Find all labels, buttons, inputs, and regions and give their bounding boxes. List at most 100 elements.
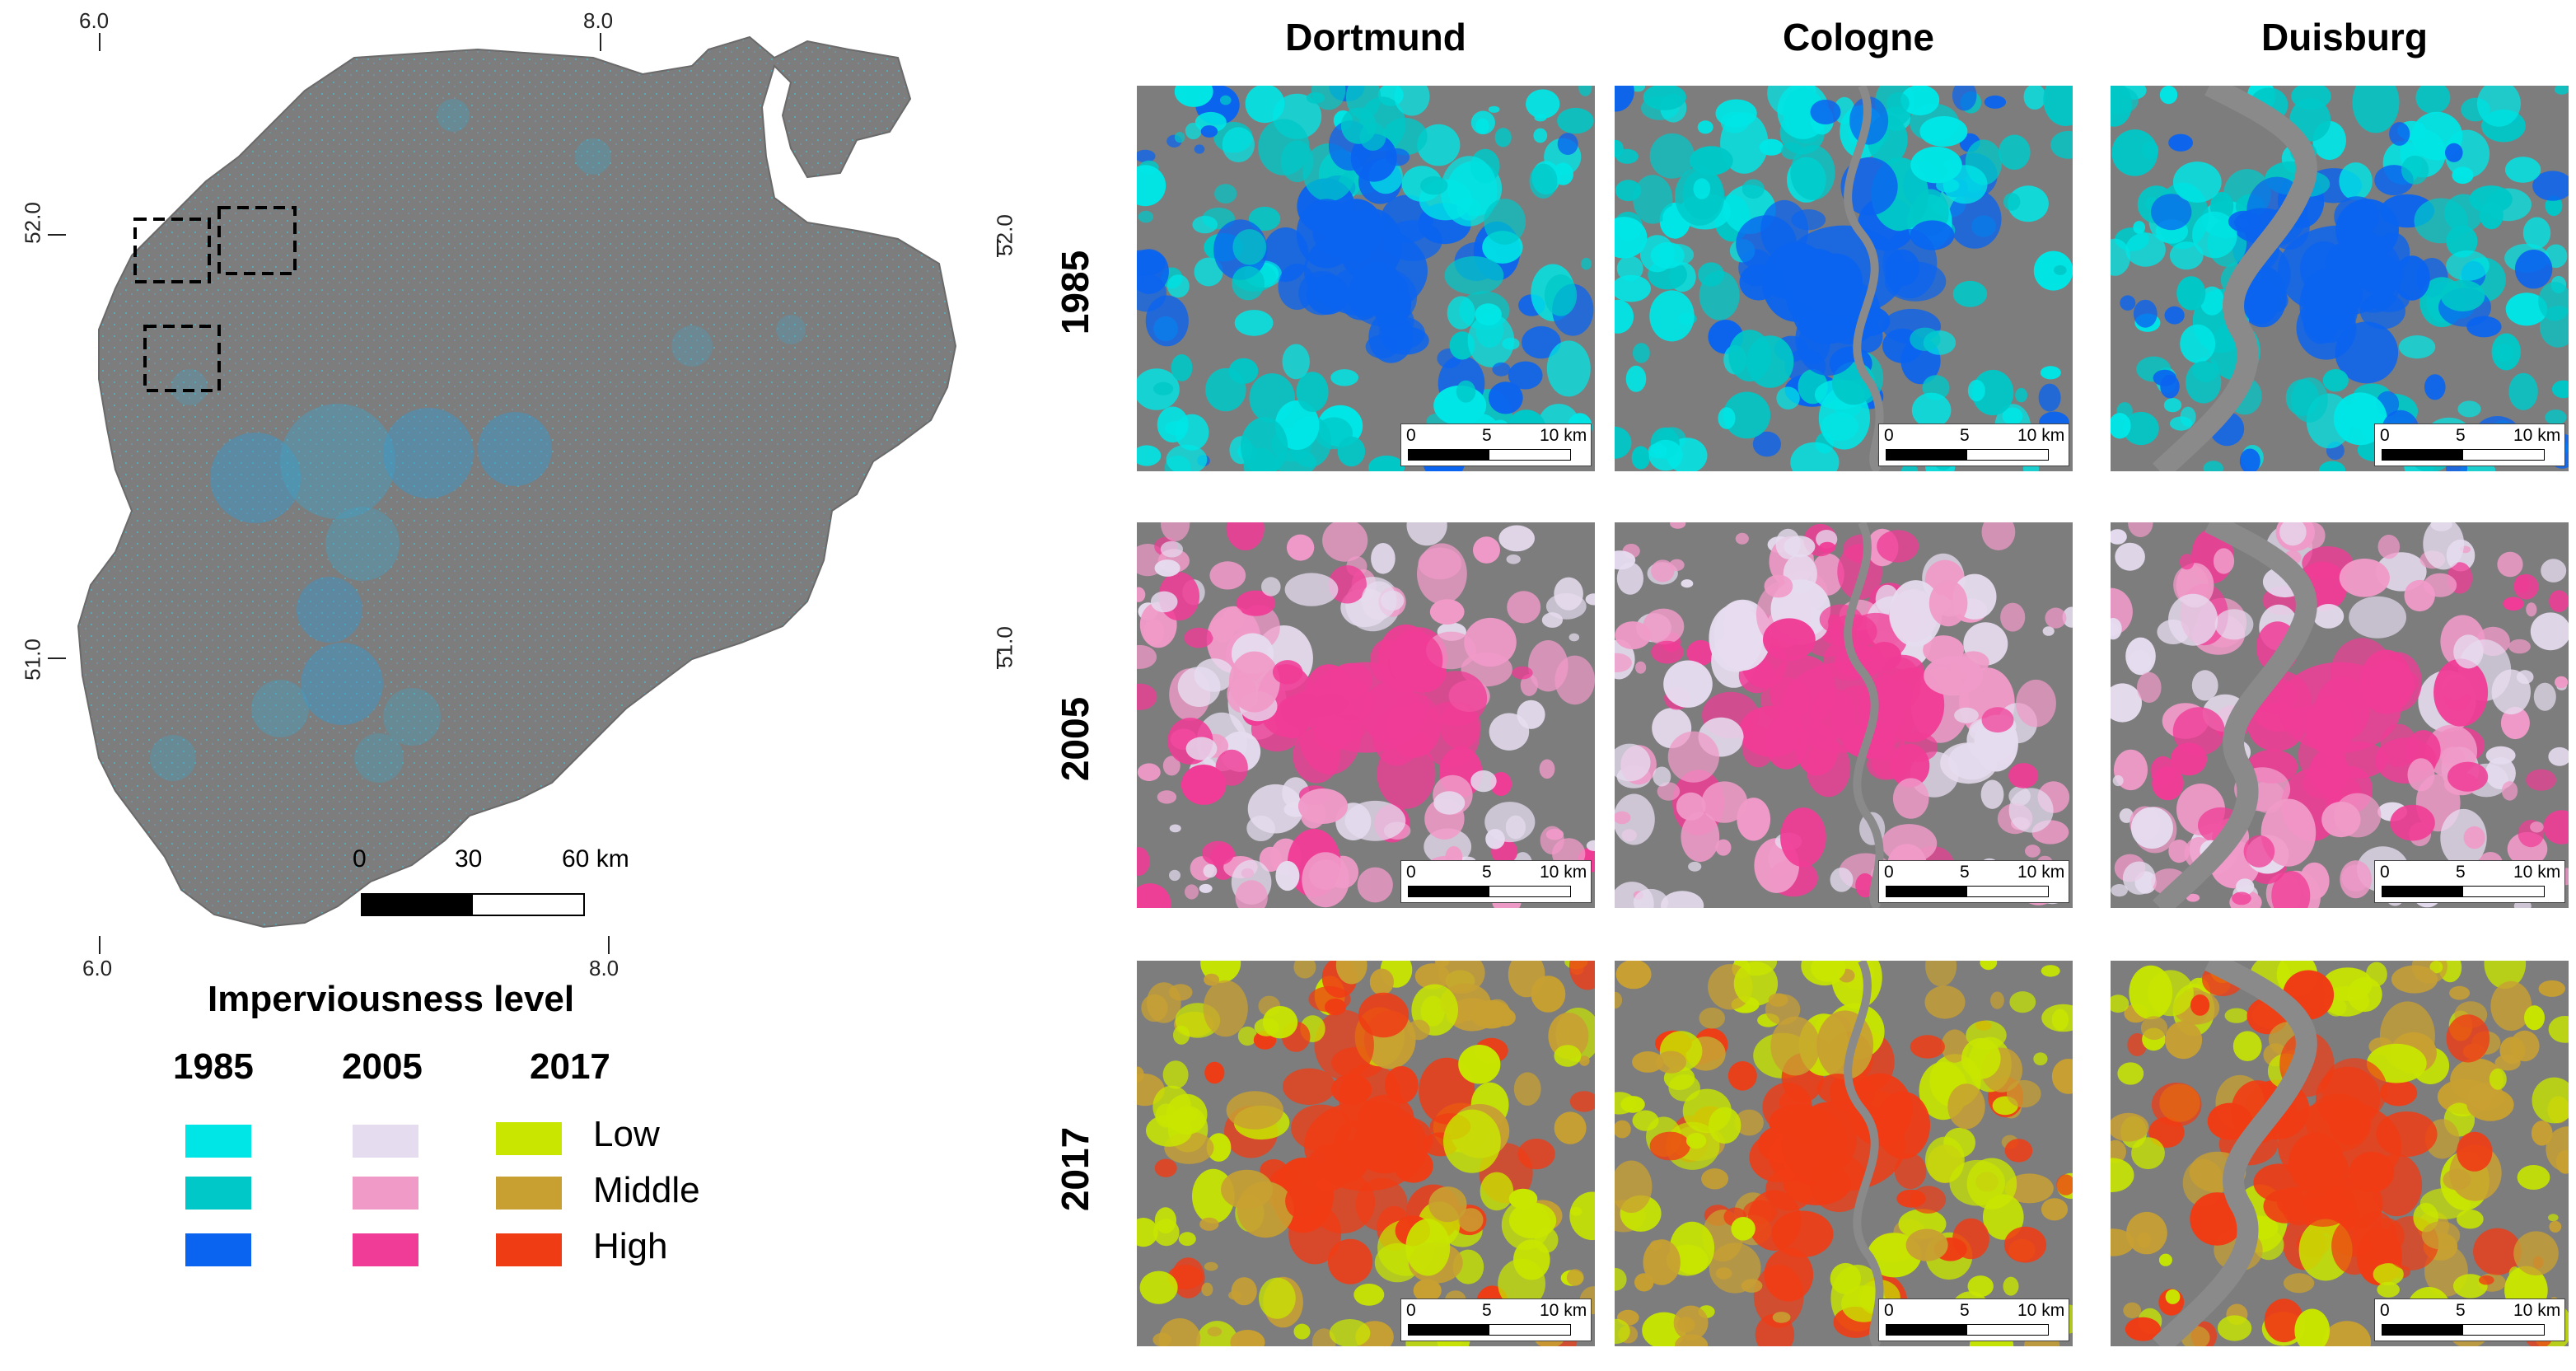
urban-patch: [1158, 1318, 1201, 1346]
panel-scale-box: 0 5 10 km: [1878, 423, 2069, 466]
panel-scale-bar: [1408, 1324, 1571, 1336]
urban-patch: [2347, 976, 2382, 1013]
urban-patch: [1473, 536, 1500, 564]
urban-patch: [2126, 1211, 2167, 1255]
urban-patch: [1480, 1172, 1514, 1211]
imperviousness-raster: [1615, 86, 2073, 471]
urban-patch: [1554, 1045, 1582, 1067]
urban-patch: [1651, 559, 1675, 583]
urban-patch: [1154, 559, 1180, 577]
urban-patch: [2423, 522, 2465, 570]
panel-scale-label-0: 0: [2380, 426, 2390, 445]
urban-patch: [2041, 1198, 2069, 1221]
urban-patch: [2463, 826, 2485, 849]
urban-patch: [1615, 961, 1652, 990]
urban-patch: [2548, 1214, 2559, 1222]
urban-patch: [2446, 1014, 2490, 1063]
urban-patch: [1137, 445, 1162, 466]
urban-patch: [2123, 1302, 2142, 1318]
urban-patch: [1658, 243, 1695, 266]
city-core: [1304, 225, 1428, 316]
urban-patch: [1910, 1035, 1945, 1059]
urban-patch: [1272, 660, 1303, 685]
city-core: [1782, 662, 1905, 753]
urban-patch: [1811, 961, 1846, 982]
urban-patch: [1168, 984, 1193, 1001]
imperviousness-raster: [2111, 86, 2569, 471]
urban-patch: [2203, 461, 2223, 471]
urban-patch: [1579, 1055, 1590, 1066]
urban-patch: [1731, 1217, 1756, 1241]
focus-box-cologne: [143, 325, 221, 392]
urban-patch: [1508, 1188, 1538, 1210]
urban-patch: [2433, 658, 2489, 727]
lon-label-bottom-left: 6.0: [82, 956, 113, 980]
urban-patch: [2538, 282, 2569, 321]
river: [2152, 86, 2317, 471]
urban-patch: [1541, 612, 1563, 628]
swatch-2017-high: [496, 1233, 562, 1266]
urban-patch: [2217, 1315, 2252, 1341]
urban-patch: [2045, 607, 2067, 629]
urban-patch: [1344, 800, 1406, 841]
urban-patch: [1353, 1284, 1385, 1306]
urban-patch: [1924, 656, 1984, 696]
urban-patch: [1419, 1057, 1475, 1125]
urban-patch: [1667, 731, 1719, 783]
urban-patch: [2016, 679, 2056, 728]
urban-patch: [1910, 1186, 1947, 1214]
urban-patch: [1508, 361, 1543, 390]
urban-patch: [2000, 602, 2026, 632]
urban-patch: [2500, 706, 2530, 740]
urban-patch: [1727, 1061, 1757, 1091]
region-outline: [77, 35, 957, 929]
panel-scale-box: 0 5 10 km: [1400, 1298, 1592, 1341]
urban-patch: [1699, 1007, 1725, 1029]
urban-patch: [1615, 1120, 1631, 1139]
urban-patch: [2508, 1266, 2521, 1281]
urban-patch: [2004, 1139, 2033, 1163]
urban-patch: [2491, 333, 2521, 371]
urban-patch: [2549, 590, 2569, 612]
panel-scale-bar: [2382, 1324, 2545, 1336]
urban-patch: [2038, 383, 2061, 412]
urban-patch: [2033, 1052, 2048, 1065]
urban-patch: [1615, 426, 1632, 459]
urban-patch: [2164, 1021, 2203, 1060]
urban-patch: [1507, 591, 1541, 624]
urban-patch: [1693, 178, 1711, 199]
urban-patch: [2111, 86, 2139, 115]
urban-patch: [1428, 1186, 1467, 1223]
urban-patch: [1739, 264, 1779, 301]
urban-patch: [1910, 327, 1941, 351]
urban-patch: [2545, 195, 2563, 217]
urban-patch: [2398, 335, 2436, 359]
urban-patch: [2165, 1289, 2181, 1304]
panel-cologne-1985: 0 5 10 km: [1615, 86, 2073, 471]
urban-patch: [1169, 824, 1181, 833]
urban-patch: [1261, 577, 1281, 597]
urban-patch: [1232, 229, 1267, 265]
urban-patch: [2457, 400, 2481, 418]
urban-patch: [1615, 86, 1634, 112]
urban-patch: [1615, 274, 1651, 302]
urban-patch: [2168, 840, 2190, 863]
urban-patch: [1420, 175, 1448, 195]
urban-patch: [2533, 682, 2556, 711]
urban-patch: [1280, 140, 1314, 183]
urban-patch: [1259, 1277, 1296, 1319]
urban-patch: [1248, 206, 1281, 232]
city-title-dortmund: Dortmund: [1285, 16, 1466, 58]
urban-patch: [1165, 421, 1188, 436]
urban-patch: [2002, 407, 2023, 425]
urban-patch: [2497, 551, 2523, 578]
urban-patch: [1999, 134, 2031, 171]
urban-patch: [1889, 580, 1943, 647]
city-title-duisburg: Duisburg: [2261, 16, 2428, 58]
urban-patch: [2168, 593, 2218, 646]
panel-scale-label-5: 5: [2456, 863, 2466, 882]
urban-patch: [2282, 1186, 2317, 1226]
urban-patch: [2023, 86, 2046, 110]
tick: [48, 657, 66, 659]
urban-patch: [1616, 255, 1643, 282]
